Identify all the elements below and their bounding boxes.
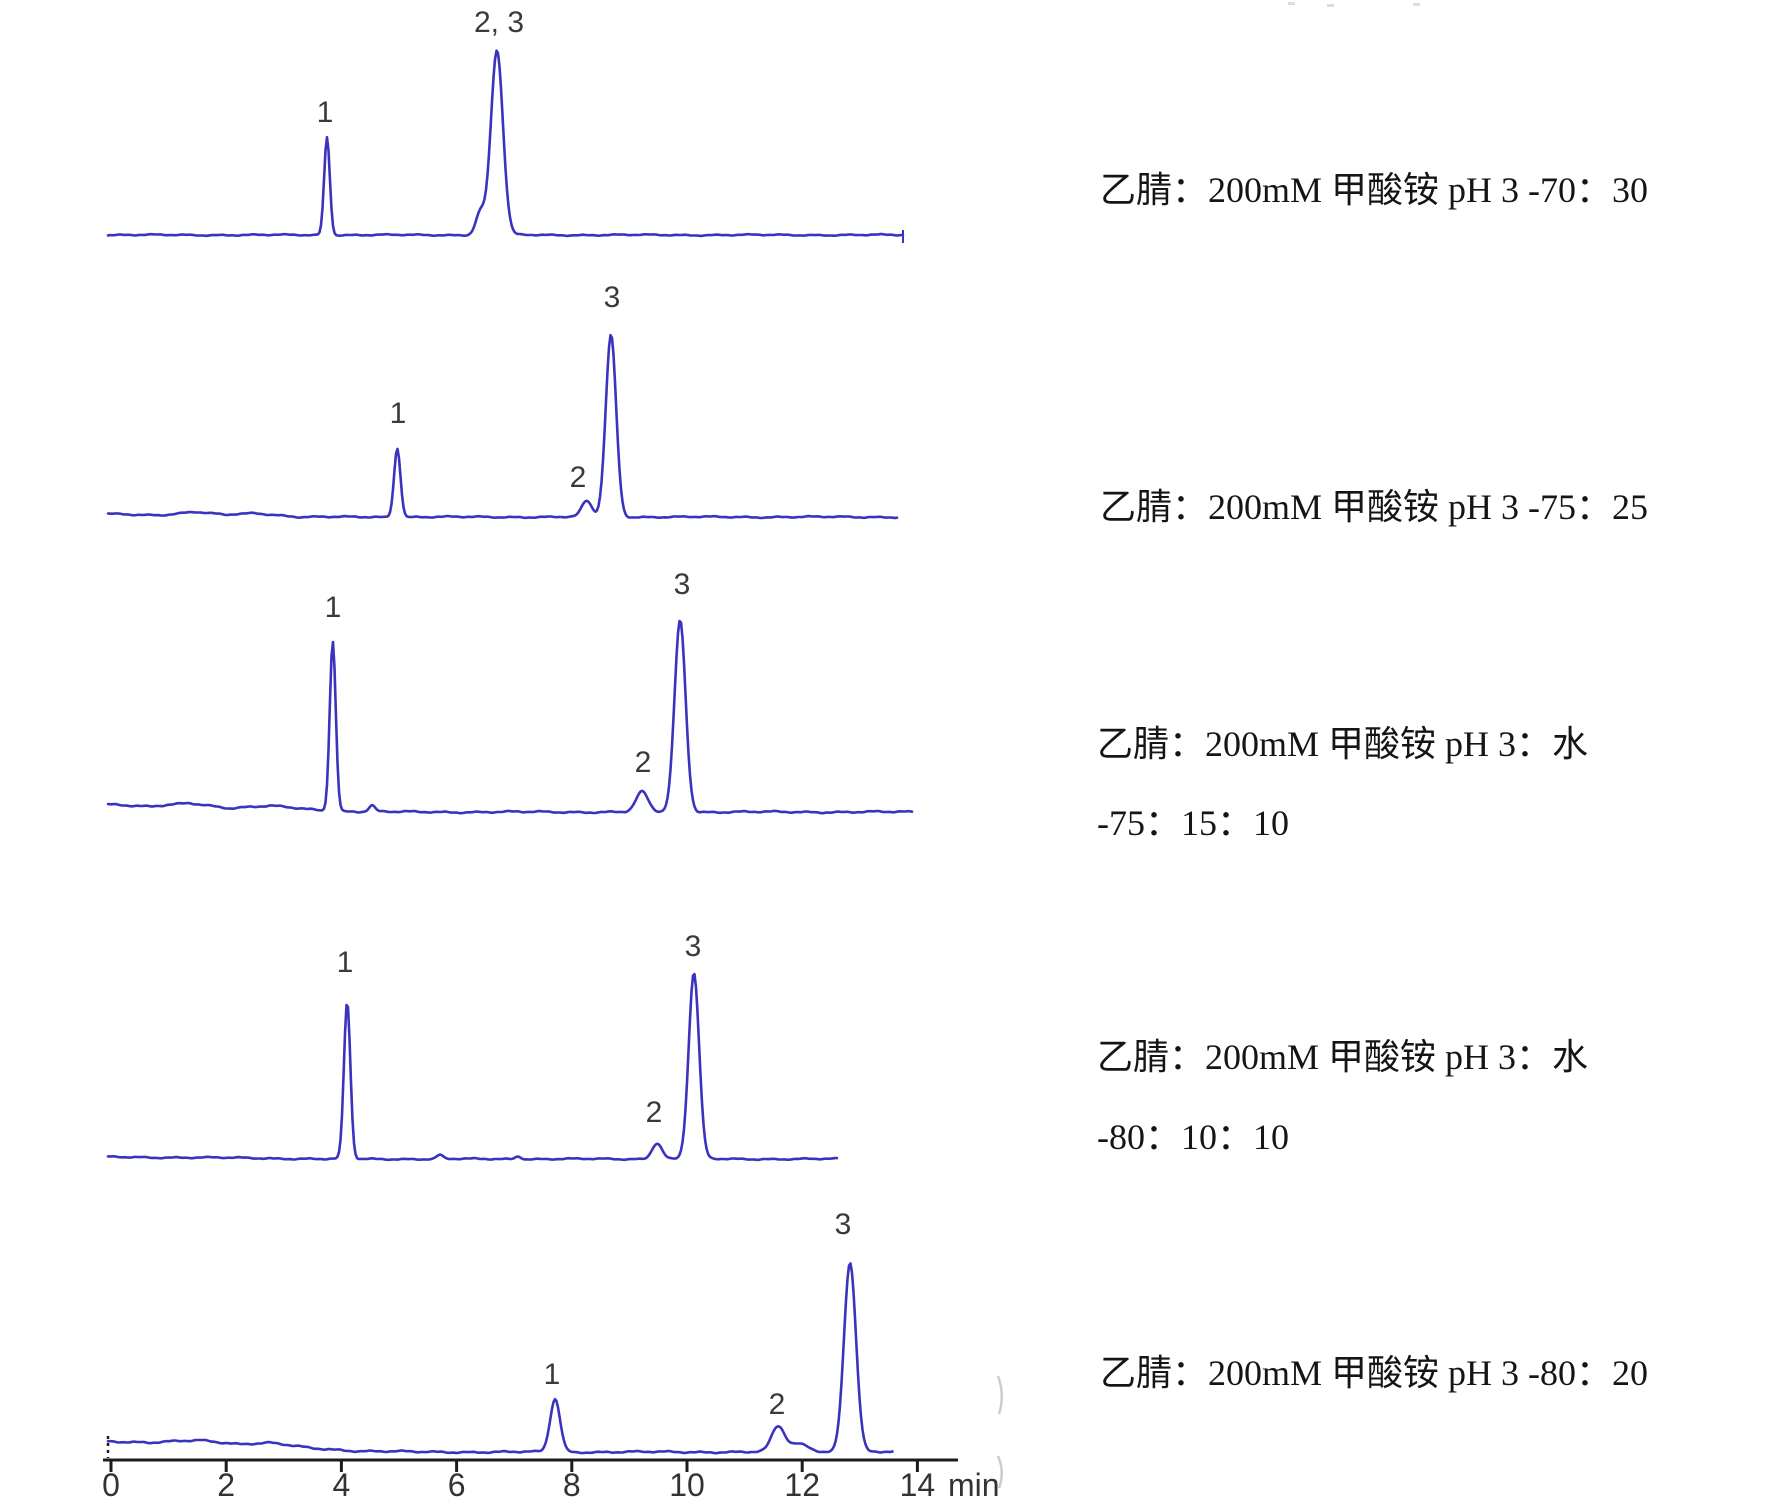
x-axis-tick-label-2: 2 xyxy=(217,1467,235,1503)
x-axis-tick-label-4: 4 xyxy=(333,1467,351,1503)
x-axis-tick-label-6: 6 xyxy=(448,1467,466,1503)
scan-artifact-2 xyxy=(996,1455,1003,1489)
trace-1 xyxy=(106,49,905,238)
x-axis-unit-label: min xyxy=(948,1467,1000,1503)
condition-label-2-line-1: 乙腈：200mM 甲酸铵 pH 3 -75：25 xyxy=(1100,487,1648,527)
trace-2 xyxy=(106,333,899,520)
peak-label-4-1: 1 xyxy=(337,946,354,979)
condition-label-3-line-1: 乙腈：200mM 甲酸铵 pH 3：水 xyxy=(1097,724,1589,764)
peak-label-2-3: 3 xyxy=(604,281,621,314)
trace-3 xyxy=(106,619,914,815)
condition-label-5-line-1: 乙腈：200mM 甲酸铵 pH 3 -80：20 xyxy=(1100,1353,1648,1393)
top-edge-speck-3 xyxy=(1413,3,1420,6)
trace-5 xyxy=(106,1262,894,1455)
peak-label-3-1: 1 xyxy=(325,591,342,624)
peak-label-1-1: 1 xyxy=(317,96,334,129)
condition-label-1-line-1: 乙腈：200mM 甲酸铵 pH 3 -70：30 xyxy=(1100,170,1648,210)
x-axis-tick-label-0: 0 xyxy=(102,1467,120,1503)
peak-label-2-2: 2 xyxy=(570,461,587,494)
peak-label-5-2: 2 xyxy=(769,1388,786,1421)
peak-label-5-3: 3 xyxy=(835,1208,852,1241)
peak-label-3-3: 3 xyxy=(674,568,691,601)
condition-label-3-line-2: -75：15：10 xyxy=(1097,803,1289,843)
peak-label-2-1: 1 xyxy=(390,397,407,430)
x-axis-tick-label-8: 8 xyxy=(563,1467,581,1503)
condition-label-4-line-1: 乙腈：200mM 甲酸铵 pH 3：水 xyxy=(1097,1037,1589,1077)
x-axis-tick-label-14: 14 xyxy=(900,1467,936,1503)
peak-label-1-23: 2, 3 xyxy=(474,6,524,39)
peak-label-4-3: 3 xyxy=(685,930,702,963)
scan-artifact-1 xyxy=(996,1375,1003,1415)
condition-label-4-line-2: -80：10：10 xyxy=(1097,1117,1289,1157)
peak-label-4-2: 2 xyxy=(646,1096,663,1129)
trace-4 xyxy=(106,972,839,1162)
x-axis-tick-label-10: 10 xyxy=(669,1467,705,1503)
x-axis-tick-label-12: 12 xyxy=(784,1467,820,1503)
top-edge-speck-1 xyxy=(1288,2,1295,5)
top-edge-speck-2 xyxy=(1327,4,1334,7)
peak-label-5-1: 1 xyxy=(544,1358,561,1391)
peak-label-3-2: 2 xyxy=(635,746,652,779)
